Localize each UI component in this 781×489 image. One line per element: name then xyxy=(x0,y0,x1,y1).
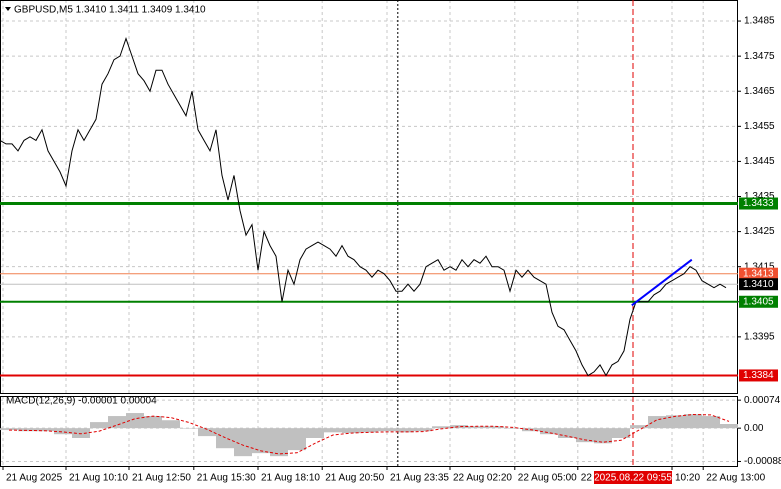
price-level-label: 1.3410 xyxy=(743,279,774,290)
y-tick-label: 1.3435 xyxy=(744,191,775,202)
macd-bar xyxy=(414,428,432,432)
y-tick-label: 1.3485 xyxy=(744,16,775,27)
macd-bar xyxy=(306,428,324,438)
x-tick-label: 21 Aug 23:35 xyxy=(390,473,449,484)
x-tick-label: 21 Aug 10:10 xyxy=(69,473,128,484)
price-level-label-box xyxy=(739,295,778,308)
chart-header: GBPUSD,M5 1.3410 1.3411 1.3409 1.3410 xyxy=(5,5,206,16)
y-tick-label: 1.3445 xyxy=(744,156,775,167)
macd-bar xyxy=(468,426,486,429)
macd-bar xyxy=(396,428,414,433)
x-tick-label: 21 Aug 15:30 xyxy=(197,473,256,484)
y-tick-label: -0.00088 xyxy=(744,456,781,467)
x-tick-label: 21 Aug 18:10 xyxy=(261,473,320,484)
macd-bar xyxy=(702,416,720,429)
y-tick-label: 1.3475 xyxy=(744,51,775,62)
y-tick-label: 0.00074 xyxy=(744,395,781,406)
macd-bar xyxy=(162,420,180,429)
panel-frame xyxy=(0,396,738,467)
y-tick-label: 1.3455 xyxy=(744,121,775,132)
macd-bar xyxy=(504,428,522,429)
price-level-label-box xyxy=(739,369,778,382)
macd-bar xyxy=(108,416,126,429)
macd-bar xyxy=(558,428,576,438)
crosshair-label-box xyxy=(594,471,672,484)
macd-bar xyxy=(270,428,288,457)
macd-bar xyxy=(432,426,450,429)
macd-bar xyxy=(72,428,90,438)
x-tick-label: 22 xyxy=(581,473,593,484)
x-tick-label: 10:20 xyxy=(675,473,700,484)
price-level-label: 1.3405 xyxy=(743,296,774,307)
x-tick-label: 22 Aug 13:00 xyxy=(706,473,765,484)
macd-bar xyxy=(198,428,216,437)
macd-bar xyxy=(486,426,504,429)
macd-bar xyxy=(324,428,342,433)
signal-line xyxy=(8,413,730,455)
macd-title: MACD(12,26,9) -0.00001 0.00004 xyxy=(6,396,157,407)
dropdown-icon[interactable] xyxy=(5,7,11,11)
macd-bar xyxy=(540,428,558,435)
macd-bar xyxy=(90,422,108,429)
price-level-label: 1.3413 xyxy=(743,268,774,279)
price-level-label: 1.3433 xyxy=(743,198,774,209)
macd-bar xyxy=(54,428,72,435)
macd-bar xyxy=(216,428,234,449)
price-level-label-box xyxy=(739,197,778,210)
x-tick-label: 22 Aug 02:20 xyxy=(453,473,512,484)
macd-bar xyxy=(648,416,666,429)
price-level-label-box xyxy=(739,267,778,280)
x-tick-label: 22 Aug 05:00 xyxy=(518,473,577,484)
macd-bar xyxy=(360,428,378,433)
macd-bar xyxy=(144,416,162,429)
macd-bar xyxy=(720,424,738,429)
trend-line xyxy=(631,258,693,307)
x-tick-label: 21 Aug 12:50 xyxy=(132,473,191,484)
macd-bar xyxy=(18,428,36,432)
macd-bar xyxy=(378,428,396,432)
y-tick-label: 0.00 xyxy=(744,423,764,434)
chart-title: GBPUSD,M5 1.3410 1.3411 1.3409 1.3410 xyxy=(14,5,206,16)
macd-bar xyxy=(630,425,648,429)
panel-frame xyxy=(0,0,738,394)
macd-bar xyxy=(126,413,144,429)
macd-bar xyxy=(180,428,198,429)
macd-bar xyxy=(666,415,684,429)
macd-bar xyxy=(0,428,18,431)
price-level-label: 1.3384 xyxy=(743,370,774,381)
y-tick-label: 1.3425 xyxy=(744,226,775,237)
price-level-label-box xyxy=(739,278,778,291)
y-tick-label: 1.3415 xyxy=(744,261,775,272)
macd-bar xyxy=(684,414,702,429)
price-line xyxy=(0,37,727,377)
macd-bar xyxy=(342,428,360,434)
x-tick-label: 21 Aug 20:50 xyxy=(325,473,384,484)
y-tick-label: 1.3465 xyxy=(744,86,775,97)
crosshair-label: 2025.08.22 09:55 xyxy=(594,473,672,484)
macd-bar xyxy=(450,425,468,429)
macd-bar xyxy=(288,428,306,451)
macd-bar xyxy=(612,428,630,438)
macd-bar xyxy=(594,428,612,444)
y-tick-label: 1.3395 xyxy=(744,331,775,342)
x-tick-label: 21 Aug 2025 xyxy=(6,473,63,484)
macd-bar xyxy=(252,428,270,454)
macd-bar xyxy=(234,428,252,457)
macd-bar xyxy=(36,428,54,432)
